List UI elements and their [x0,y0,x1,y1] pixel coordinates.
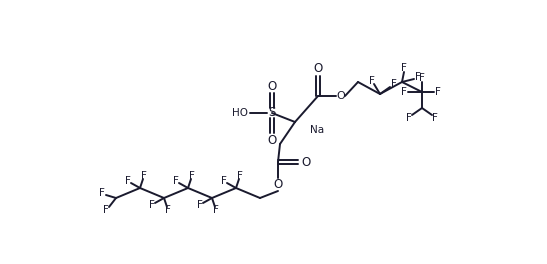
Text: F: F [221,176,227,186]
Text: O: O [313,62,323,74]
Text: F: F [237,171,243,181]
Text: F: F [103,205,109,215]
Text: O: O [336,91,345,101]
Text: F: F [406,113,412,123]
Text: O: O [301,155,311,168]
Text: F: F [125,176,131,186]
Text: S: S [269,106,276,120]
Text: F: F [173,176,179,186]
Text: O: O [267,134,277,147]
Text: F: F [435,87,441,97]
Text: O: O [267,79,277,92]
Text: F: F [197,200,203,210]
Text: O: O [274,178,283,191]
Text: F: F [369,76,375,86]
Text: F: F [189,171,195,181]
Text: HO: HO [232,108,248,118]
Text: F: F [165,205,171,215]
Text: F: F [99,188,105,198]
Text: F: F [401,63,407,73]
Text: F: F [432,113,438,123]
Text: F: F [149,200,155,210]
Text: Na: Na [310,125,324,135]
Text: F: F [401,87,407,97]
Text: F: F [415,72,421,82]
Text: F: F [391,79,397,89]
Text: F: F [213,205,219,215]
Text: F: F [419,73,425,83]
Text: F: F [141,171,147,181]
